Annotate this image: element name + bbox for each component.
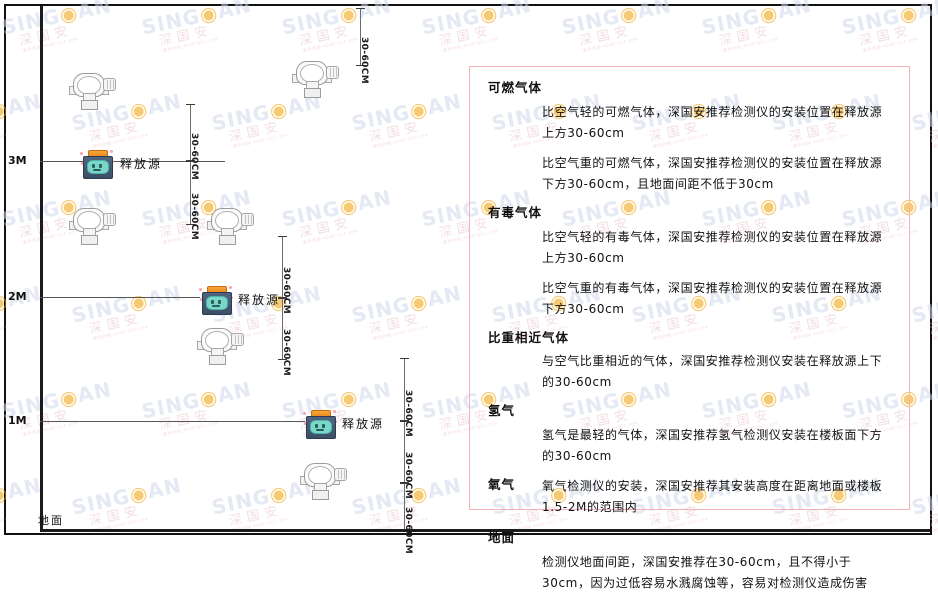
gas-detector-icon-top xyxy=(290,58,339,100)
guideline-paragraph: 比空气轻的可燃气体，深国安推荐检测仪的安装位置在释放源上方30-60cm xyxy=(542,104,883,140)
release-source-label-3m: 释放源 xyxy=(120,157,163,171)
guideline-paragraph: 氧气检测仪的安装，深国安推荐其安装高度在距离地面或楼板1.5-2M的范围内 xyxy=(542,479,883,514)
watermark-hotline: 服务热线:4008-601-434 xyxy=(932,132,938,149)
guideline-section: 地面检测仪地面间距，深国安推荐在30-60cm，且不得小于30cm，因为过低容易… xyxy=(488,529,893,594)
guideline-section-title: 地面 xyxy=(488,530,516,545)
guideline-section-title: 氢气 xyxy=(488,403,516,419)
vertical-axis xyxy=(40,6,43,531)
release-source-icon-2m xyxy=(199,284,233,315)
guideline-section: 有毒气体比空气轻的有毒气体，深国安推荐检测仪的安装位置在释放源上方30-60cm… xyxy=(488,204,893,320)
guideline-section-body: 比空气轻的有毒气体，深国安推荐检测仪的安装位置在释放源上方30-60cm 比空气重… xyxy=(542,227,893,320)
guideline-paragraph: 与空气比重相近的气体，深国安推荐检测仪安装在释放源上下的30-60cm xyxy=(542,354,883,390)
dimension-label: 30-60CM xyxy=(281,329,291,377)
axis-tick-2m: 2M xyxy=(8,290,27,303)
guideline-section: 可燃气体比空气轻的可燃气体，深国安推荐检测仪的安装位置在释放源上方30-60cm… xyxy=(488,79,893,195)
gas-detector-icon-upper-left xyxy=(67,70,116,112)
guideline-section-body: 检测仪地面间距，深国安推荐在30-60cm，且不得小于30cm，因为过低容易水溅… xyxy=(542,552,893,594)
guideline-section: 氢气氢气是最轻的气体，深国安推荐氢气检测仪安装在楼板面下方的30-60cm xyxy=(488,402,893,467)
guideline-paragraph: 检测仪地面间距，深国安推荐在30-60cm，且不得小于30cm，因为过低容易水溅… xyxy=(542,554,868,590)
release-source-label-2m: 释放源 xyxy=(238,293,281,307)
guideline-section-body: 比空气轻的可燃气体，深国安推荐检测仪的安装位置在释放源上方30-60cm 比空气重… xyxy=(542,102,893,195)
level-line-3m xyxy=(40,161,225,162)
ground-line xyxy=(40,529,930,532)
gas-detector-icon-mid-upper xyxy=(205,205,254,247)
guideline-section: 氧气 氧气检测仪的安装，深国安推荐其安装高度在距离地面或楼板1.5-2M的范围内 xyxy=(488,476,893,527)
ground-label: 地面 xyxy=(38,514,64,527)
axis-tick-1m: 1M xyxy=(8,414,27,427)
release-source-icon-1m xyxy=(303,408,337,439)
guideline-section-body: 氢气是最轻的气体，深国安推荐氢气检测仪安装在楼板面下方的30-60cm xyxy=(542,425,893,467)
guideline-section-title: 比重相近气体 xyxy=(488,329,570,345)
gas-detector-icon-below-3m xyxy=(67,205,116,247)
release-source-label-1m: 释放源 xyxy=(342,417,385,431)
guideline-section-title: 有毒气体 xyxy=(488,204,543,220)
guideline-section-body: 与空气比重相近的气体，深国安推荐检测仪安装在释放源上下的30-60cm xyxy=(542,351,893,393)
guideline-paragraph: 氢气是最轻的气体，深国安推荐氢气检测仪安装在楼板面下方的30-60cm xyxy=(542,428,883,463)
level-line-2m xyxy=(40,297,200,298)
gas-detector-icon-below-2m xyxy=(195,325,244,367)
watermark-hotline: 服务热线:4008-601-434 xyxy=(932,324,938,341)
watermark-hotline: 服务热线:4008-601-434 xyxy=(932,516,938,533)
gas-detector-icon-below-1m xyxy=(298,460,347,502)
level-line-1m xyxy=(40,421,305,422)
installation-height-diagram: 3M 2M 1M 释放源 释放源 释放源 xyxy=(0,0,470,554)
axis-tick-3m: 3M xyxy=(8,154,27,167)
guideline-section: 比重相近气体与空气比重相近的气体，深国安推荐检测仪安装在释放源上下的30-60c… xyxy=(488,329,893,394)
gas-installation-guidelines-panel: 可燃气体比空气轻的可燃气体，深国安推荐检测仪的安装位置在释放源上方30-60cm… xyxy=(469,66,910,590)
guideline-paragraph: 比空气重的有毒气体，深国安推荐检测仪的安装位置在释放源下方30-60cm xyxy=(542,280,883,316)
guideline-section-title: 可燃气体 xyxy=(488,80,543,95)
dimension-label: 30-60CM xyxy=(359,37,369,85)
guideline-section-title: 氧气 xyxy=(488,477,516,492)
outer-frame xyxy=(4,4,932,535)
release-source-icon-3m xyxy=(80,148,114,179)
dimension-label: 30-60CM xyxy=(189,193,199,241)
guideline-paragraph: 比空气重的可燃气体，深国安推荐检测仪的安装位置在释放源下方30-60cm，且地面… xyxy=(542,155,883,191)
guideline-section-body: 氧气检测仪的安装，深国安推荐其安装高度在距离地面或楼板1.5-2M的范围内 xyxy=(542,476,893,527)
guideline-paragraph: 比空气轻的有毒气体，深国安推荐检测仪的安装位置在释放源上方30-60cm xyxy=(542,229,883,265)
